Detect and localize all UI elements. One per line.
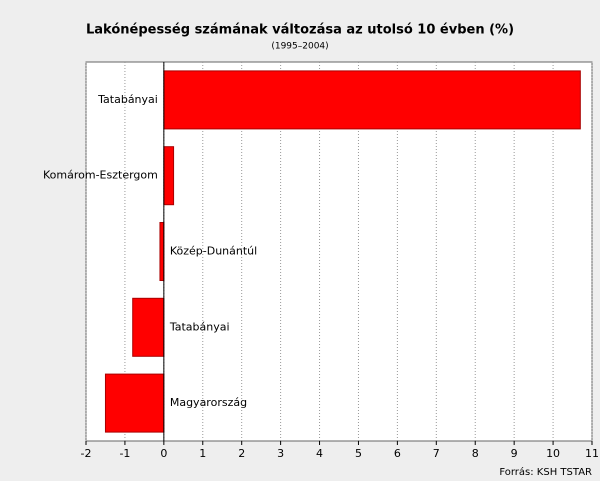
chart-subtitle: (1995–2004) [271, 42, 328, 52]
x-tick-label: 3 [277, 447, 284, 460]
y-tick-label: Közép-Dunántúl [170, 245, 257, 258]
x-tick-label: 9 [511, 447, 518, 460]
y-tick-label: Magyarország [170, 396, 247, 409]
x-tick-label: -2 [81, 447, 92, 460]
x-tick-label: 5 [355, 447, 362, 460]
x-tick-label: 4 [316, 447, 323, 460]
x-tick-label: 2 [238, 447, 245, 460]
x-tick-label: 1 [199, 447, 206, 460]
y-tick-label: Tatabányai [97, 93, 158, 106]
bar [163, 146, 175, 206]
x-tick-label: 7 [433, 447, 440, 460]
bar [163, 70, 581, 130]
x-tick-label: 10 [546, 447, 560, 460]
y-tick-label: Tatabányai [169, 320, 230, 333]
y-tick-label: Komárom-Esztergom [43, 169, 158, 182]
x-tick-label: 6 [394, 447, 401, 460]
x-tick-label: 11 [585, 447, 599, 460]
bar [104, 373, 165, 433]
bar [132, 297, 165, 357]
bar [159, 222, 165, 281]
x-tick-label: 8 [472, 447, 479, 460]
x-tick-label: -1 [119, 447, 130, 460]
x-tick-label: 0 [160, 447, 167, 460]
chart-title: Lakónépesség számának változása az utols… [86, 23, 514, 38]
source: Forrás: KSH TSTAR [499, 466, 592, 478]
